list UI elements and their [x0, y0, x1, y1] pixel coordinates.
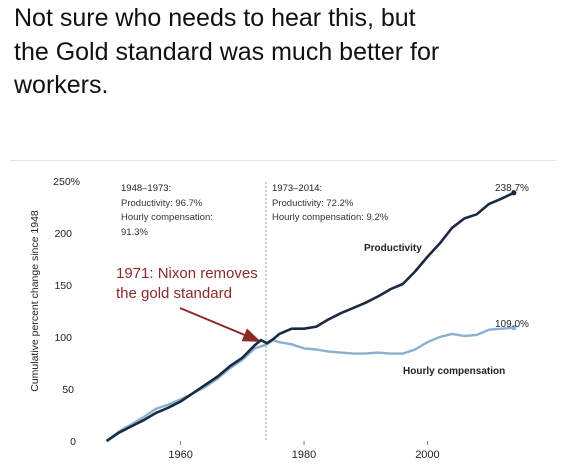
y-tick-label: 0	[70, 436, 76, 448]
productivity-vs-compensation-chart: Cumulative percent change since 1948 0 50 1…	[29, 176, 529, 461]
annotation-left-compensation-value: 91.3%	[121, 227, 148, 238]
x-tick-label: 1960	[168, 449, 192, 461]
annotation-right-compensation: Hourly compensation: 9.2%	[272, 212, 389, 223]
x-tick-label: 1980	[292, 449, 316, 461]
y-tick-label: 150	[54, 280, 72, 292]
series-line-productivity	[105, 191, 515, 443]
y-axis-label: Cumulative percent change since 1948	[29, 210, 41, 392]
y-tick-label: 100	[54, 332, 72, 344]
end-value-hourly-compensation: 109.0%	[495, 319, 529, 330]
series-label-productivity: Productivity	[364, 243, 422, 254]
nixon-annotation-line-1: 1971: Nixon removes	[116, 265, 258, 282]
post-line-3: workers.	[14, 71, 109, 99]
series-label-hourly-compensation: Hourly compensation	[403, 366, 505, 377]
y-tick-label: 200	[54, 228, 72, 240]
annotation-right-period: 1973–2014:	[272, 183, 322, 194]
annotation-left-productivity: Productivity: 96.7%	[121, 198, 203, 209]
post-text: Not sure who needs to hear this, but the…	[14, 2, 554, 103]
chart-image: Cumulative percent change since 1948 0 50 1…	[0, 160, 566, 471]
y-tick-label: 250%	[53, 176, 80, 188]
divider	[10, 160, 556, 161]
x-tick-label: 2000	[415, 449, 439, 461]
post-line-2: the Gold standard was much better for	[14, 37, 440, 66]
annotation-left-compensation: Hourly compensation:	[121, 212, 213, 223]
series-endpoint-productivity	[511, 190, 517, 196]
end-value-productivity: 238.7%	[495, 183, 529, 194]
nixon-arrow	[179, 307, 261, 342]
annotation-left-period: 1948–1973:	[121, 183, 171, 194]
nixon-annotation-line-2: the gold standard	[116, 285, 232, 302]
series-line-hourly-compensation	[105, 326, 514, 442]
y-tick-label: 50	[62, 384, 74, 396]
series-endpoint-hourly-compensation	[511, 325, 517, 331]
annotation-right-productivity: Productivity: 72.2%	[272, 198, 354, 209]
post-line-1: Not sure who needs to hear this, but	[14, 4, 416, 32]
